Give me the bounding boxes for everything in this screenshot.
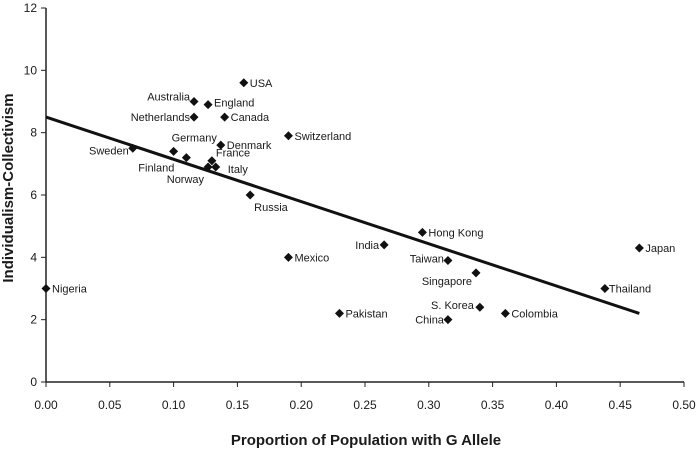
x-tick-label: 0.15 [226, 398, 250, 412]
point-label: Switzerland [294, 131, 351, 143]
data-point [443, 255, 453, 265]
x-tick-label: 0.30 [417, 398, 441, 412]
x-tick-label: 0.25 [353, 398, 377, 412]
data-point [283, 131, 293, 141]
data-point [189, 112, 199, 122]
y-tick-label: 6 [30, 188, 37, 202]
data-point [203, 100, 213, 110]
data-point [600, 284, 610, 293]
data-point [417, 227, 427, 237]
point-label: Norway [167, 174, 205, 186]
trendline [45, 115, 640, 315]
data-point [207, 156, 217, 166]
point-label: Finland [138, 163, 174, 175]
x-tick-label: 0.05 [98, 398, 122, 412]
data-point [500, 308, 510, 318]
axes: 0.00 0.05 0.10 0.15 0.20 0.25 0.30 0.35 0.40 0.45… [24, 1, 696, 412]
data-point [203, 162, 213, 172]
point-label: Singapore [422, 276, 472, 288]
y-tick-label: 10 [24, 63, 38, 77]
point-label: Denmark [227, 140, 272, 152]
x-tick-label: 0.00 [34, 398, 58, 412]
data-point [211, 162, 221, 172]
point-label: Pakistan [345, 308, 387, 320]
point-label: Japan [645, 243, 675, 255]
x-axis-title: Proportion of Population with G Allele [231, 432, 501, 449]
data-points [41, 78, 644, 325]
y-tick-label: 0 [30, 375, 37, 389]
point-label: Hong Kong [428, 227, 483, 239]
x-tick-label: 0.40 [545, 398, 569, 412]
data-point [471, 268, 481, 278]
point-label: Canada [231, 112, 270, 124]
data-point [634, 243, 644, 253]
x-tick-label: 0.10 [162, 398, 186, 412]
data-point [475, 302, 485, 312]
point-label: Sweden [89, 145, 129, 157]
data-point [334, 308, 344, 318]
y-tick-label: 12 [24, 1, 38, 15]
data-point [443, 315, 453, 325]
x-tick-label: 0.35 [481, 398, 505, 412]
data-point [189, 97, 199, 106]
x-tick-label: 0.50 [672, 398, 696, 412]
point-label: Netherlands [131, 112, 191, 124]
point-label: Thailand [609, 284, 651, 296]
x-tick-label: 0.20 [290, 398, 314, 412]
y-tick-label: 8 [30, 126, 37, 140]
point-label: India [355, 240, 380, 252]
point-label: S. Korea [431, 300, 475, 312]
data-point [220, 112, 230, 122]
point-label: Germany [172, 132, 218, 144]
point-label: China [415, 315, 445, 327]
point-label: Mexico [294, 252, 329, 264]
point-label: France [216, 148, 250, 160]
point-label: England [214, 98, 254, 110]
data-point [379, 240, 389, 250]
y-tick-label: 2 [30, 313, 37, 327]
trendline-layer [45, 115, 640, 315]
data-point [216, 140, 226, 150]
y-axis-title: Individualism-Collectivism [0, 93, 17, 282]
data-point [41, 284, 51, 293]
y-tick-label: 4 [30, 250, 37, 264]
data-point [181, 153, 191, 163]
data-point [245, 190, 255, 200]
point-label: Taiwan [410, 253, 444, 265]
data-point [283, 252, 293, 262]
point-label: USA [250, 78, 273, 90]
point-label: Australia [147, 92, 191, 104]
point-label: Russia [254, 202, 289, 214]
data-point [239, 78, 249, 88]
x-tick-label: 0.45 [609, 398, 633, 412]
point-label: Colombia [511, 308, 558, 320]
point-label: Italy [228, 164, 249, 176]
point-labels: Nigeria Sweden Germany Finland Australia Neth… [52, 78, 675, 327]
point-label: Nigeria [52, 284, 88, 296]
data-point [169, 146, 179, 156]
data-point [128, 143, 138, 153]
